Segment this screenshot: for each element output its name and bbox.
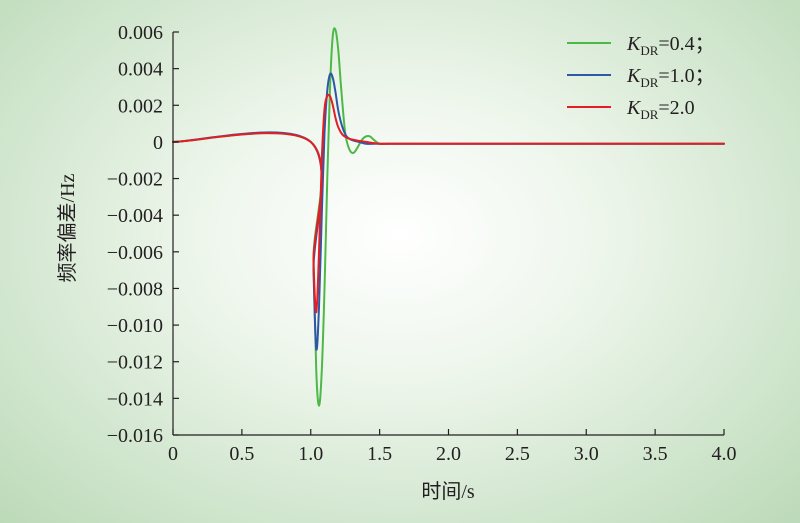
legend-label-1: KDR=0.4； [626,33,715,58]
y-tick-label: −0.010 [107,315,163,337]
y-tick-label: −0.016 [107,425,163,447]
x-tick-label: 2.0 [436,443,461,465]
y-tick-label: 0.002 [118,95,163,117]
y-tick-label: 0 [153,132,163,154]
x-tick-label: 4.0 [712,443,737,465]
legend-label-3: KDR=2.0 [626,97,695,122]
y-tick-label: 0.006 [118,22,163,44]
series-layer [172,27,725,407]
y-tick-label: −0.008 [107,278,163,300]
x-tick-label: 0.5 [229,443,254,465]
labels-layer: 0 0.5 1.0 1.5 2.0 2.5 3.0 3.5 4.0 0.006 0.004 0.002… [107,22,737,465]
y-tick-label: −0.014 [107,388,163,410]
legend: KDR=0.4； KDR=1.0； KDR=2.0 [567,33,715,122]
x-tick-label: 1.0 [298,443,323,465]
y-tick-label: 0.004 [118,59,163,81]
x-tick-label: 1.5 [367,443,392,465]
y-tick-label: −0.012 [107,352,163,374]
legend-label-2: KDR=1.0； [626,65,715,90]
series-line-3 [172,93,725,314]
y-tick-label: −0.002 [107,169,163,191]
x-tick-label: 3.0 [574,443,599,465]
axes-layer [172,31,725,436]
x-axis-title: 时间/s [421,480,475,503]
x-tick-label: 2.5 [505,443,530,465]
y-tick-label: −0.006 [107,242,163,264]
x-tick-label: 3.5 [643,443,668,465]
y-axis-title: 频率偏差/Hz [56,173,79,282]
y-tick-label: −0.004 [107,205,163,227]
x-tick-label: 0 [168,443,178,465]
